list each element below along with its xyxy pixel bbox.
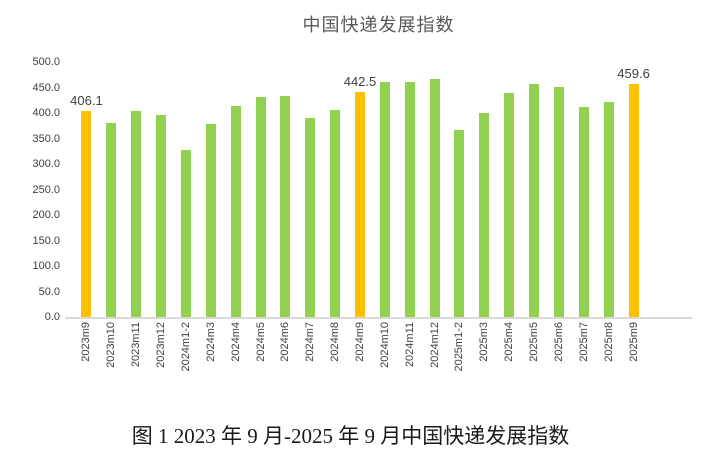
- x-tick-label-2025m8: 2025m8: [602, 322, 616, 412]
- bar-2023m9: [81, 110, 92, 318]
- y-tick-label: 200.0: [32, 209, 60, 221]
- x-tick-label-2023m11: 2023m11: [129, 322, 143, 412]
- y-tick-label: 100.0: [32, 260, 60, 272]
- bar-2024m7: [305, 117, 316, 318]
- x-tick-label-text: 2025m4: [503, 322, 516, 362]
- y-tick-label: 450.0: [32, 81, 60, 94]
- x-tick-label-text: 2024m12: [428, 322, 441, 368]
- y-tick-label: 400.0: [32, 107, 60, 119]
- x-tick-label-text: 2025m5: [528, 322, 541, 362]
- x-tick-label-text: 2024m8: [329, 322, 342, 362]
- x-tick-label-2023m9: 2023m9: [79, 322, 93, 412]
- x-tick-label-text: 2025m1-2: [453, 322, 466, 372]
- y-tick-label: 50.0: [38, 285, 60, 298]
- bar-value-label-2025m9: 459.6: [617, 65, 650, 81]
- bar-2025m1-2: [454, 130, 465, 318]
- bar-2024m8: [330, 110, 341, 318]
- y-tick-label: 500.0: [32, 56, 60, 68]
- bar-2024m5: [255, 97, 266, 318]
- y-tick-label: 300.0: [32, 158, 60, 170]
- x-tick-label-2025m6: 2025m6: [552, 322, 566, 412]
- y-tick-label: 350.0: [32, 132, 60, 145]
- x-tick-label-2025m4: 2025m4: [502, 322, 516, 412]
- y-tick-label: 0.0: [44, 311, 60, 323]
- bar-2023m12: [156, 114, 167, 318]
- x-tick-label-2024m12: 2024m12: [428, 322, 442, 412]
- x-tick-label-text: 2023m11: [130, 322, 143, 368]
- x-axis-line: [65, 317, 692, 319]
- x-tick-label-text: 2024m10: [378, 322, 391, 368]
- x-tick-label-2025m3: 2025m3: [477, 322, 491, 412]
- x-tick-label-text: 2024m3: [204, 322, 217, 362]
- x-tick-label-text: 2025m8: [602, 322, 615, 362]
- x-tick-label-text: 2024m7: [304, 322, 317, 362]
- y-tick-label: 150.0: [32, 234, 60, 247]
- x-tick-label-text: 2024m5: [254, 322, 267, 362]
- bar-2024m9: [355, 92, 365, 318]
- bar-2024m1-2: [180, 150, 191, 318]
- x-tick-label-2023m10: 2023m10: [104, 322, 118, 412]
- y-tick-label: 250.0: [32, 183, 60, 196]
- x-tick-label-2025m7: 2025m7: [577, 322, 591, 412]
- bar-value-label-2024m9: 442.5: [343, 74, 377, 90]
- bar-2025m7: [578, 107, 589, 318]
- x-tick-label-2024m9: 2024m9: [353, 322, 367, 412]
- bar-2025m4: [504, 92, 515, 318]
- x-tick-label-text: 2025m6: [552, 322, 565, 362]
- x-tick-label-text: 2024m11: [403, 322, 416, 368]
- bar-2025m5: [529, 84, 540, 318]
- x-tick-label-text: 2024m6: [279, 322, 292, 362]
- bar-value-label-2023m9: 406.1: [70, 92, 103, 108]
- bar-2025m6: [553, 87, 564, 318]
- bar-2024m12: [429, 78, 440, 318]
- bar-2025m9: [628, 83, 639, 318]
- x-tick-label-text: 2024m1-2: [179, 322, 192, 372]
- x-tick-label-2025m9: 2025m9: [627, 322, 641, 412]
- bar-2024m3: [205, 123, 216, 318]
- bar-2024m6: [280, 96, 291, 318]
- x-tick-label-2024m4: 2024m4: [229, 322, 243, 412]
- x-tick-label-2025m1-2: 2025m1-2: [452, 322, 466, 412]
- x-tick-label-text: 2024m4: [229, 322, 242, 362]
- bar-2024m10: [379, 81, 390, 318]
- bar-2024m4: [230, 105, 241, 318]
- x-tick-label-text: 2025m7: [577, 322, 590, 362]
- x-tick-label-2024m6: 2024m6: [278, 322, 292, 412]
- bar-2025m3: [479, 112, 490, 318]
- x-tick-label-2025m5: 2025m5: [527, 322, 541, 412]
- chart-title: 中国快递发展指数: [302, 15, 455, 35]
- bar-2023m10: [106, 122, 117, 318]
- x-tick-label-text: 2023m12: [155, 322, 168, 368]
- figure-caption: 图 1 2023 年 9 月-2025 年 9 月中国快递发展指数: [131, 424, 570, 448]
- x-tick-label-2024m5: 2024m5: [254, 322, 268, 412]
- bar-2024m11: [404, 82, 415, 318]
- x-tick-label-2023m12: 2023m12: [154, 322, 168, 412]
- x-tick-label-2024m1-2: 2024m1-2: [179, 322, 193, 412]
- bar-2025m8: [603, 101, 614, 318]
- x-tick-label-text: 2024m9: [354, 322, 366, 362]
- x-tick-label-text: 2023m10: [105, 322, 118, 368]
- x-tick-label-2024m7: 2024m7: [303, 322, 317, 412]
- x-tick-label-2024m3: 2024m3: [204, 322, 218, 412]
- x-tick-label-text: 2025m3: [478, 322, 491, 362]
- x-tick-label-2024m8: 2024m8: [328, 322, 342, 412]
- x-tick-label-2024m11: 2024m11: [403, 322, 417, 412]
- x-tick-label-text: 2025m9: [627, 322, 640, 362]
- x-tick-label-2024m10: 2024m10: [378, 322, 392, 412]
- bar-2023m11: [131, 110, 142, 318]
- x-tick-label-text: 2023m9: [80, 322, 93, 362]
